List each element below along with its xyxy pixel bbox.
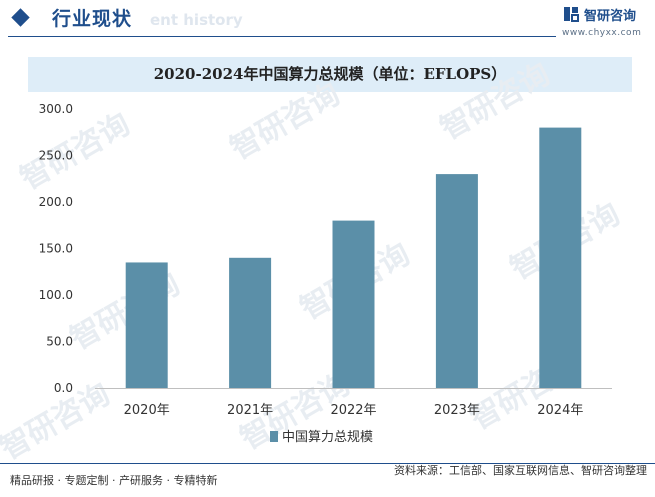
logo-icon — [564, 7, 579, 22]
y-tick-label: 250.0 — [39, 149, 73, 163]
header: ent history 行业现状 智研咨询 www.chyxx.com — [0, 0, 655, 42]
footer-divider — [0, 463, 655, 464]
logo-name: 智研咨询 — [584, 9, 637, 24]
section-title: 行业现状 — [52, 8, 133, 30]
section-title-en: ent history — [150, 11, 243, 29]
legend: 中国算力总规模 — [270, 430, 373, 445]
bar — [539, 127, 582, 388]
y-tick-label: 50.0 — [46, 335, 73, 349]
x-tick-label: 2024年 — [537, 403, 583, 418]
watermark-text: 智研咨询 — [435, 57, 556, 147]
chart-title-band — [28, 57, 632, 92]
legend-swatch — [270, 431, 278, 442]
watermark-text: 智研咨询 — [65, 267, 186, 357]
y-tick-label: 100.0 — [39, 288, 73, 302]
watermark-layer: 智研咨询智研咨询智研咨询智研咨询智研咨询智研咨询智研咨询智研咨询智研咨询 — [0, 57, 626, 463]
x-tick-label: 2022年 — [330, 403, 376, 418]
bars — [125, 127, 582, 388]
watermark-text: 智研咨询 — [15, 107, 136, 197]
watermark-text: 智研咨询 — [225, 77, 346, 167]
bar — [332, 220, 375, 388]
logo-url: www.chyxx.com — [562, 28, 642, 38]
bar — [435, 174, 478, 388]
header-divider — [8, 36, 556, 37]
legend-label: 中国算力总规模 — [282, 430, 373, 445]
tick-labels: 0.0 50.0 100.0 150.0 200.0 250.0 300.0 2020年 202… — [39, 102, 584, 418]
y-tick-label: 150.0 — [39, 242, 73, 256]
y-tick-label: 200.0 — [39, 195, 73, 209]
footer-tagline: 精品研报 · 专题定制 · 产研服务 · 专精特新 — [10, 474, 218, 487]
source-note: 资料来源：工信部、国家互联网信息、智研咨询整理 — [394, 464, 647, 477]
y-tick-label: 300.0 — [39, 102, 73, 116]
y-tick-label: 0.0 — [54, 381, 73, 395]
bar — [125, 262, 168, 388]
x-tick-label: 2023年 — [434, 403, 480, 418]
bar-chart: 智研咨询智研咨询智研咨询智研咨询智研咨询智研咨询智研咨询智研咨询智研咨询 0.0… — [0, 57, 626, 463]
x-tick-label: 2021年 — [227, 403, 273, 418]
x-tick-label: 2020年 — [124, 403, 170, 418]
bar — [229, 257, 272, 388]
chart-title: 2020-2024年中国算力总规模（单位：EFLOPS） — [153, 65, 507, 83]
